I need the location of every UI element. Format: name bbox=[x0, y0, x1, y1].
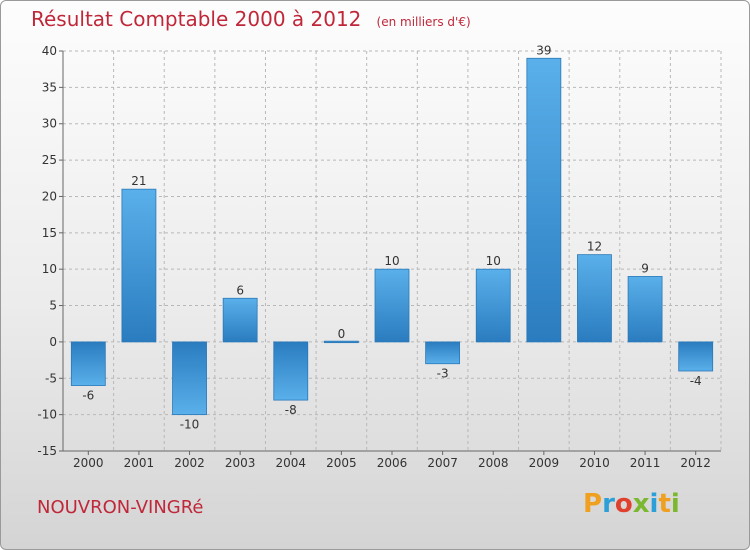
bar-2010 bbox=[577, 254, 612, 343]
logo-letter: P bbox=[583, 489, 603, 519]
x-tick-label: 2009 bbox=[529, 456, 560, 470]
y-tick-label: 5 bbox=[49, 299, 57, 313]
bar-2005 bbox=[323, 340, 359, 344]
x-tick-label: 2001 bbox=[124, 456, 155, 470]
bar-2004 bbox=[273, 341, 309, 401]
y-tick-label: 20 bbox=[42, 189, 57, 203]
x-tick-label: 2000 bbox=[73, 456, 104, 470]
bar-2006 bbox=[374, 268, 410, 343]
value-label-2000: -6 bbox=[82, 389, 94, 403]
y-tick-label: -15 bbox=[37, 444, 57, 458]
chart-title: Résultat Comptable 2000 à 2012 (en milli… bbox=[31, 7, 471, 31]
x-tick-label: 2003 bbox=[225, 456, 256, 470]
y-tick-label: 10 bbox=[42, 262, 57, 276]
y-tick-label: 15 bbox=[42, 226, 57, 240]
bar-2002 bbox=[172, 341, 207, 416]
y-tick-label: -5 bbox=[45, 371, 57, 385]
logo-letter: i bbox=[670, 489, 680, 519]
x-tick-label: 2006 bbox=[377, 456, 408, 470]
value-label-2005: 0 bbox=[338, 327, 346, 341]
chart-title-text: Résultat Comptable 2000 à 2012 bbox=[31, 7, 362, 31]
logo-letter: x bbox=[632, 489, 650, 519]
chart-unit-note: (en milliers d'€) bbox=[376, 15, 471, 29]
x-tick-label: 2010 bbox=[579, 456, 610, 470]
bar-2011 bbox=[627, 276, 663, 343]
grid-layer bbox=[62, 50, 722, 452]
x-tick-label: 2004 bbox=[275, 456, 306, 470]
value-label-2007: -3 bbox=[437, 367, 449, 381]
value-label-2004: -8 bbox=[285, 403, 297, 417]
bar-2009 bbox=[526, 57, 562, 343]
x-tick-label: 2012 bbox=[680, 456, 711, 470]
x-tick-label: 2011 bbox=[630, 456, 661, 470]
bar-2012 bbox=[678, 341, 714, 372]
label-layer: -6 21 -10 6 -8 0 10 -3 10 39 12 9 -4 bbox=[82, 43, 701, 431]
value-label-2012: -4 bbox=[690, 374, 702, 388]
logo-letter: i bbox=[649, 489, 659, 519]
value-label-2011: 9 bbox=[641, 261, 649, 275]
y-tick-label: 25 bbox=[42, 153, 57, 167]
value-label-2009: 39 bbox=[536, 43, 551, 57]
logo-letter: o bbox=[614, 489, 633, 519]
bar-2000 bbox=[70, 341, 106, 386]
logo-letter: t bbox=[658, 489, 671, 519]
axis-layer: 40 35 30 25 20 15 10 5 0 -5 -10 -15 2000 2001 2002 2003… bbox=[37, 44, 721, 470]
bar-2007 bbox=[425, 341, 461, 365]
value-label-2006: 10 bbox=[384, 254, 399, 268]
y-tick-label: 0 bbox=[49, 335, 57, 349]
value-label-2003: 6 bbox=[236, 283, 244, 297]
x-tick-label: 2008 bbox=[478, 456, 509, 470]
y-tick-label: 35 bbox=[42, 80, 57, 94]
y-tick-label: 40 bbox=[42, 44, 57, 58]
value-label-2008: 10 bbox=[486, 254, 501, 268]
x-tick-label: 2005 bbox=[326, 456, 357, 470]
bar-2008 bbox=[475, 268, 511, 343]
proxiti-logo[interactable]: Proxiti bbox=[583, 489, 680, 519]
y-tick-label: -10 bbox=[37, 408, 57, 422]
logo-letter: r bbox=[602, 489, 615, 519]
value-label-2001: 21 bbox=[131, 174, 146, 188]
value-label-2010: 12 bbox=[587, 240, 602, 254]
y-tick-label: 30 bbox=[42, 117, 57, 131]
bar-2003 bbox=[222, 297, 258, 343]
commune-name: NOUVRON-VINGRé bbox=[37, 497, 204, 518]
x-tick-label: 2007 bbox=[427, 456, 458, 470]
x-tick-label: 2002 bbox=[174, 456, 205, 470]
bar-layer bbox=[70, 57, 714, 416]
bar-2001 bbox=[121, 188, 157, 343]
value-label-2002: -10 bbox=[180, 418, 200, 432]
